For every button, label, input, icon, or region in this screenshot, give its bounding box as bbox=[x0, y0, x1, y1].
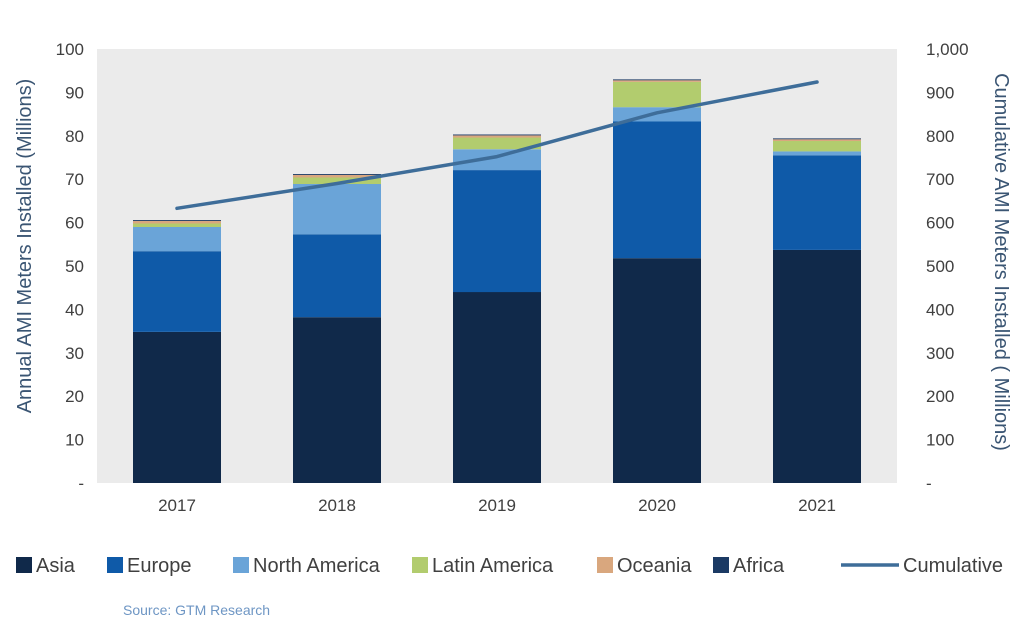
legend-swatch-africa bbox=[713, 557, 729, 573]
right-tick-label: 200 bbox=[926, 387, 954, 406]
bar-europe-2020 bbox=[613, 121, 701, 259]
bar-africa-2017 bbox=[133, 220, 221, 221]
legend-swatch-asia bbox=[16, 557, 32, 573]
bar-latin-america-2021 bbox=[773, 141, 861, 152]
bar-oceania-2018 bbox=[293, 174, 381, 178]
bars bbox=[133, 79, 861, 483]
bar-europe-2019 bbox=[453, 170, 541, 293]
cumulative-line bbox=[175, 80, 819, 211]
legend-label-africa: Africa bbox=[733, 555, 785, 577]
bar-north-america-2019 bbox=[453, 149, 541, 171]
x-tick-label-2019: 2019 bbox=[478, 496, 516, 515]
legend-swatch-europe bbox=[107, 557, 123, 573]
x-axis-ticks: 2017 2018 2019 2020 2021 bbox=[158, 496, 836, 515]
x-tick-label-2021: 2021 bbox=[798, 496, 836, 515]
bar-asia-2019 bbox=[453, 292, 541, 483]
bar-north-america-2021 bbox=[773, 151, 861, 156]
legend-label-asia: Asia bbox=[36, 555, 76, 577]
bar-europe-2021 bbox=[773, 155, 861, 250]
left-tick-label: - bbox=[78, 474, 84, 493]
bar-latin-america-2018 bbox=[293, 177, 381, 184]
legend-swatch-north-america bbox=[233, 557, 249, 573]
right-tick-label: 600 bbox=[926, 214, 954, 233]
bar-asia-2021 bbox=[773, 249, 861, 483]
legend-swatch-latin-america bbox=[412, 557, 428, 573]
right-tick-label: - bbox=[926, 474, 932, 493]
left-tick-label: 60 bbox=[65, 214, 84, 233]
legend-label-europe: Europe bbox=[127, 555, 192, 577]
bar-africa-2021 bbox=[773, 138, 861, 140]
bar-africa-2019 bbox=[453, 134, 541, 136]
left-tick-label: 100 bbox=[56, 40, 84, 59]
right-tick-label: 800 bbox=[926, 127, 954, 146]
right-tick-label: 1,000 bbox=[926, 40, 969, 59]
x-tick-label-2020: 2020 bbox=[638, 496, 676, 515]
left-axis-ticks: - 10 20 30 40 50 60 70 80 90 100 bbox=[56, 40, 84, 493]
source-note: Source: GTM Research bbox=[123, 602, 271, 618]
y2-axis-title: Cumulative AMI Meters Installed ( Millio… bbox=[990, 73, 1012, 451]
x-tick-label-2018: 2018 bbox=[318, 496, 356, 515]
left-tick-label: 90 bbox=[65, 83, 84, 102]
bar-asia-2018 bbox=[293, 317, 381, 483]
legend-label-oceania: Oceania bbox=[617, 555, 692, 577]
bar-europe-2018 bbox=[293, 234, 381, 318]
bar-africa-2020 bbox=[613, 79, 701, 81]
bar-north-america-2018 bbox=[293, 184, 381, 235]
right-tick-label: 400 bbox=[926, 300, 954, 319]
right-tick-label: 100 bbox=[926, 431, 954, 450]
right-tick-label: 900 bbox=[926, 83, 954, 102]
left-tick-label: 20 bbox=[65, 387, 84, 406]
right-tick-label: 500 bbox=[926, 257, 954, 276]
bar-oceania-2021 bbox=[773, 139, 861, 141]
bar-oceania-2020 bbox=[613, 80, 701, 82]
y-axis-title: Annual AMI Meters Installed (Millions) bbox=[14, 79, 36, 414]
legend-swatch-oceania bbox=[597, 557, 613, 573]
left-tick-label: 30 bbox=[65, 344, 84, 363]
legend: Asia Europe North America Latin America Ocea… bbox=[16, 555, 1003, 577]
right-tick-label: 300 bbox=[926, 344, 954, 363]
bar-oceania-2017 bbox=[133, 220, 221, 224]
bar-asia-2020 bbox=[613, 258, 701, 483]
bar-north-america-2017 bbox=[133, 226, 221, 252]
chart: - 10 20 30 40 50 60 70 80 90 100 - 100 200 300 400 500 6… bbox=[14, 40, 1012, 577]
bar-oceania-2019 bbox=[453, 135, 541, 138]
right-tick-label: 700 bbox=[926, 170, 954, 189]
left-tick-label: 70 bbox=[65, 170, 84, 189]
right-axis-ticks: - 100 200 300 400 500 600 700 800 900 1,000 bbox=[926, 40, 969, 493]
left-tick-label: 50 bbox=[65, 257, 84, 276]
legend-label-north-america: North America bbox=[253, 555, 381, 577]
x-tick-label-2017: 2017 bbox=[158, 496, 196, 515]
bar-asia-2017 bbox=[133, 332, 221, 483]
legend-label-cumulative: Cumulative bbox=[903, 555, 1003, 577]
bar-europe-2017 bbox=[133, 251, 221, 332]
left-tick-label: 80 bbox=[65, 127, 84, 146]
bar-africa-2018 bbox=[293, 174, 381, 175]
left-tick-label: 10 bbox=[65, 431, 84, 450]
bar-latin-america-2019 bbox=[453, 137, 541, 150]
left-tick-label: 40 bbox=[65, 300, 84, 319]
legend-label-latin-america: Latin America bbox=[432, 555, 554, 577]
bar-latin-america-2017 bbox=[133, 223, 221, 227]
bar-latin-america-2020 bbox=[613, 82, 701, 108]
